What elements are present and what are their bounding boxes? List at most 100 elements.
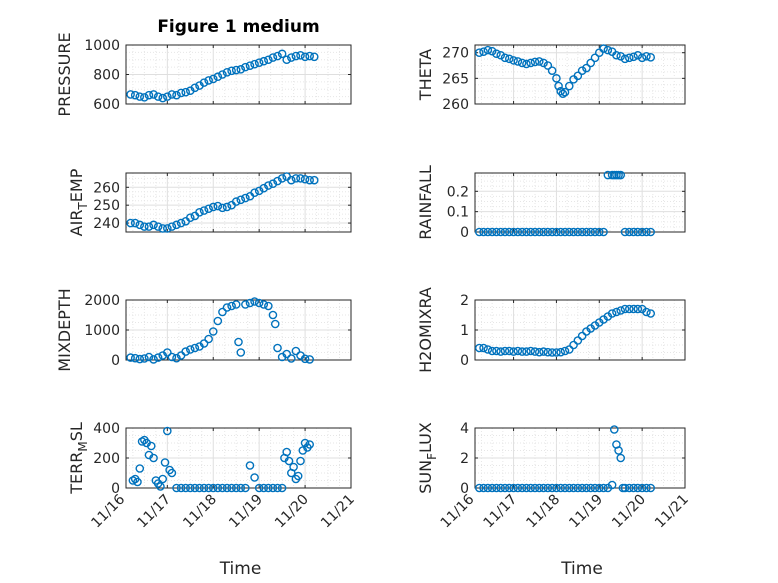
data-point <box>156 482 165 491</box>
data-point <box>554 81 563 91</box>
figure-title: Figure 1 medium <box>157 17 319 37</box>
y-tick-label: 1000 <box>84 38 120 54</box>
x-tick-label: 11/18 <box>180 492 220 532</box>
data-point <box>513 346 523 356</box>
data-point <box>629 52 638 62</box>
data-point <box>586 483 596 493</box>
data-point <box>287 354 296 363</box>
data-point <box>130 218 140 228</box>
data-point <box>126 90 135 99</box>
data-point <box>594 483 604 493</box>
data-point <box>204 204 213 214</box>
data-point <box>569 483 578 493</box>
data-point <box>222 67 232 77</box>
data-point <box>190 343 200 353</box>
data-point <box>582 483 591 493</box>
data-point <box>163 224 172 233</box>
data-point <box>646 227 656 237</box>
data-point <box>254 186 264 196</box>
data-point <box>504 227 514 237</box>
data-point <box>564 227 574 237</box>
data-point <box>245 461 255 470</box>
data-point <box>496 483 506 493</box>
data-point <box>158 224 168 233</box>
data-point <box>234 337 243 347</box>
data-point <box>213 316 223 326</box>
x-tick-label: 11/20 <box>272 492 312 532</box>
data-point <box>291 174 301 183</box>
data-point <box>500 346 510 356</box>
data-point <box>149 220 158 230</box>
data-point <box>309 52 319 62</box>
data-point <box>543 483 553 493</box>
data-point <box>487 46 497 56</box>
data-point <box>479 47 488 56</box>
data-point <box>603 170 613 180</box>
data-point <box>483 345 493 354</box>
data-point <box>500 53 510 63</box>
data-point <box>577 227 587 237</box>
data-point <box>616 306 626 315</box>
data-point <box>556 483 566 493</box>
y-tick-label: 400 <box>93 421 120 437</box>
data-point <box>479 343 488 353</box>
data-point <box>167 468 177 478</box>
data-point <box>199 483 209 493</box>
data-point <box>573 483 583 493</box>
y-tick-label: 2000 <box>84 293 120 309</box>
data-point <box>259 300 269 309</box>
data-point <box>616 453 626 463</box>
data-point <box>199 339 209 348</box>
data-point <box>204 483 213 493</box>
data-point <box>300 438 310 448</box>
y-tick-label: 0 <box>460 481 469 497</box>
data-point <box>305 51 314 61</box>
data-point <box>633 227 643 237</box>
data-point <box>172 353 181 363</box>
panel-mixdepth: 0 1000 2000 MIXDEPTH <box>55 288 352 372</box>
x-tick-label: 11/16 <box>88 491 128 531</box>
axes-frame <box>474 427 686 489</box>
data-point <box>513 227 523 237</box>
data-point <box>577 483 587 493</box>
data-point <box>250 297 259 306</box>
data-point <box>513 57 523 66</box>
data-point <box>227 66 236 76</box>
y-tick-label: 2 <box>460 293 469 309</box>
x-tick-label: 11/21 <box>652 492 692 532</box>
data-point <box>282 349 292 359</box>
data-point <box>629 304 638 314</box>
data-point <box>522 59 531 69</box>
data-point <box>222 303 232 312</box>
data-point <box>496 347 506 356</box>
axes-frame <box>125 427 352 489</box>
data-point <box>594 227 604 237</box>
data-point <box>616 51 626 61</box>
x-axis-label: Time <box>219 559 262 579</box>
data-point <box>496 50 506 60</box>
data-point <box>517 347 527 356</box>
data-point <box>539 347 548 356</box>
y-tick-label: 0.1 <box>447 205 469 221</box>
data-point <box>241 62 250 72</box>
data-point <box>558 89 568 99</box>
axes-frame <box>474 299 686 361</box>
y-axis-label: TERRMSL <box>67 422 90 495</box>
data-point <box>530 227 540 237</box>
data-point <box>620 304 630 314</box>
y-axis-label: THETA <box>416 49 435 101</box>
x-tick-label: 11/19 <box>566 492 606 532</box>
data-point <box>231 65 241 75</box>
data-point <box>522 227 531 237</box>
data-point <box>492 227 501 237</box>
data-point <box>268 483 278 493</box>
data-point <box>564 81 574 91</box>
data-point <box>144 90 154 100</box>
data-point <box>158 93 168 103</box>
data-point <box>564 483 574 493</box>
data-point <box>607 309 617 318</box>
data-point <box>287 53 296 62</box>
data-point <box>268 310 278 320</box>
data-point <box>222 202 232 212</box>
